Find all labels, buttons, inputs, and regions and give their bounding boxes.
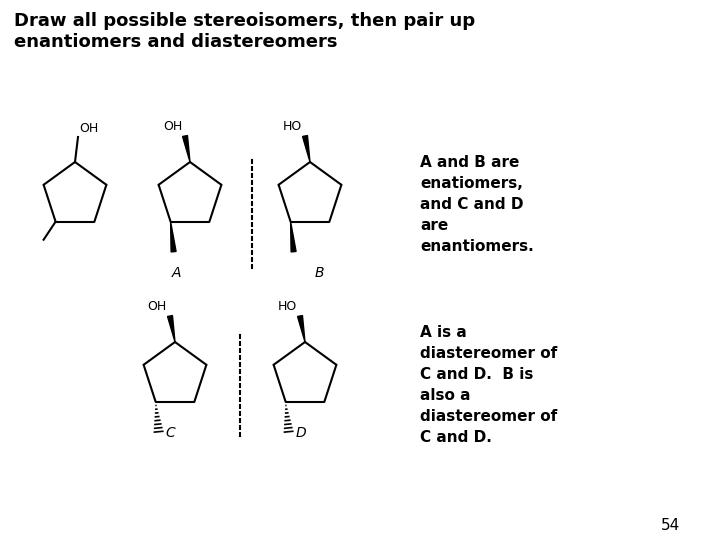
Polygon shape (291, 222, 296, 252)
Text: A: A (172, 266, 181, 280)
Text: D: D (296, 426, 306, 440)
Polygon shape (297, 315, 305, 342)
Text: OH: OH (163, 120, 182, 133)
Text: Draw all possible stereoisomers, then pair up
enantiomers and diastereomers: Draw all possible stereoisomers, then pa… (14, 12, 475, 51)
Text: OH: OH (148, 300, 167, 313)
Text: 54: 54 (660, 518, 680, 533)
Text: B: B (315, 266, 325, 280)
Polygon shape (302, 136, 310, 162)
Polygon shape (168, 315, 175, 342)
Text: HO: HO (283, 120, 302, 133)
Text: HO: HO (278, 300, 297, 313)
Text: OH: OH (79, 122, 98, 135)
Text: A and B are
enatiomers,
and C and D
are
enantiomers.: A and B are enatiomers, and C and D are … (420, 155, 534, 254)
Polygon shape (183, 136, 190, 162)
Polygon shape (171, 222, 176, 252)
Text: C: C (166, 426, 176, 440)
Text: A is a
diastereomer of
C and D.  B is
also a
diastereomer of
C and D.: A is a diastereomer of C and D. B is als… (420, 325, 557, 445)
